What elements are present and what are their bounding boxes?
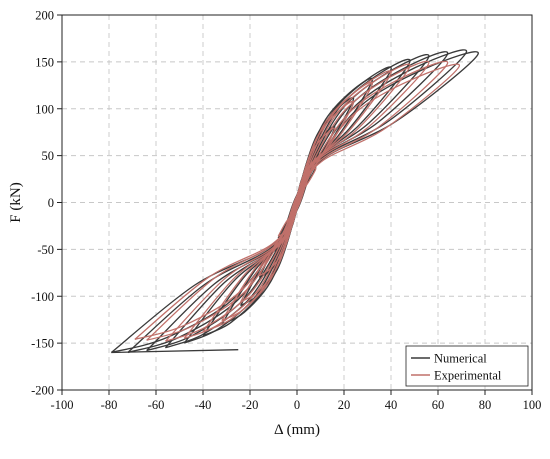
x-tick-label: 20 [338,398,351,412]
y-tick-label: -150 [31,337,54,351]
experimental-loop-9 [134,63,460,341]
experimental-loop-5 [202,70,392,333]
numerical-unloading-tail [111,349,239,354]
x-tick-label: -80 [101,398,118,412]
y-tick-label: -100 [31,290,54,304]
y-tick-label: -50 [37,243,54,257]
x-axis-label: Δ (mm) [274,422,320,438]
y-tick-label: 50 [42,149,55,163]
legend: Numerical Experimental [405,345,529,387]
x-tick-label: 40 [385,398,398,412]
y-tick-label: 200 [35,9,54,23]
y-tick-label: 100 [35,102,54,116]
series-layer [110,49,479,354]
legend-box [405,345,529,387]
x-tick-label: 0 [294,398,300,412]
legend-label-numerical: Numerical [434,352,487,366]
legend-label-experimental: Experimental [434,369,502,383]
tick-layer: -100 -80 -60 -40 -20 0 20 40 60 80 100200150100500… [31,9,541,413]
y-tick-label: 0 [48,196,54,210]
series-experimental [134,60,460,342]
x-tick-label: -20 [242,398,259,412]
y-tick-label: 150 [35,55,54,69]
x-tick-label: 80 [479,398,492,412]
x-tick-label: -60 [148,398,165,412]
y-axis-label: F (kN) [8,182,24,222]
x-tick-label: 60 [432,398,445,412]
y-tick-label: -200 [31,384,54,398]
x-tick-label: 100 [523,398,542,412]
x-tick-label: -40 [195,398,212,412]
x-tick-label: -100 [51,398,74,412]
